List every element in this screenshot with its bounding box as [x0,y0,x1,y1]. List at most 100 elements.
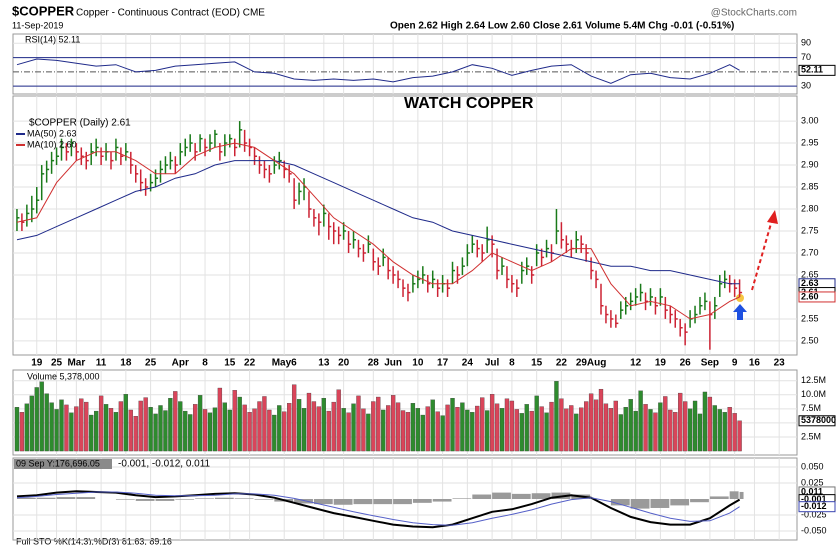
x-tick-label: 10 [412,358,424,369]
volume-bar [504,398,510,452]
series-line [16,58,740,84]
x-tick-label: 17 [437,358,449,369]
volume-bar [301,408,307,452]
volume-bar [658,402,663,452]
x-tick-label: 15 [531,358,543,369]
volume-bar [663,396,668,452]
volume-bar [331,401,336,452]
annotation: WATCH COPPER [404,95,534,112]
volume-bar [311,401,317,452]
volume-bar [712,405,717,452]
volume-bar [207,412,213,452]
volume-bar [19,412,25,452]
date: 11-Sep-2019 [12,20,63,30]
y-tick-label: 10.0M [801,389,826,399]
volume-bar [390,395,396,452]
volume-bar [282,411,287,452]
quote: Open 2.62 High 2.64 Low 2.60 Close 2.61 … [390,21,734,32]
x-tick-label: 22 [244,358,256,369]
volume-bar [237,396,242,452]
y-tick-label: 30 [801,81,811,91]
volume-bar [559,398,564,452]
volume-bar [74,406,79,452]
y-tick-label: 2.5M [801,431,821,441]
value-tag: -0.012 [801,501,827,511]
volume-bar [717,409,722,452]
y-tick-label: 2.95 [801,137,819,147]
volume-bar [722,412,727,452]
volume-bar [381,409,386,452]
y-tick-label: -0.025 [801,509,827,519]
volume-bar [371,401,376,452]
panel-frame [12,95,798,356]
volume-bar [267,409,272,452]
x-tick-label: 19 [655,358,667,369]
volume-bar [98,395,104,452]
volume-bar [277,405,282,452]
volume-bar [34,387,39,452]
y-tick-label: 2.80 [801,203,819,213]
y-tick-label: 2.70 [801,247,819,257]
volume-bar [346,412,351,452]
volume-bar [212,407,218,452]
stochastic-label: Full STO %K(14,3),%D(3) 81.63, 89.16 [16,536,172,545]
histogram-bar [452,498,472,499]
histogram-bar [56,497,76,499]
series-line [16,490,741,529]
volume-bar [222,402,227,452]
volume-bar [588,393,594,452]
volume-bar [272,414,277,452]
volume-bar [519,413,524,452]
volume-bar [539,406,544,452]
volume-bar [287,403,292,452]
panel-frame [12,369,798,456]
histogram-bar [234,498,254,499]
value-tag-box [798,64,836,76]
volume-bar [188,414,193,452]
legend-entry: MA(10) 2.60 [27,139,77,149]
x-tick-label: 16 [749,358,761,369]
value-tag: 5378000 [801,415,836,425]
volume-bar [108,408,114,452]
x-tick-label: 25 [145,358,157,369]
volume-bar [178,401,183,452]
volume-bar [475,405,480,452]
volume-bar [183,410,188,452]
x-tick-label: 25 [51,358,63,369]
volume-bar [133,416,138,452]
volume-bar [163,410,168,452]
volume-bar [262,396,267,452]
x-tick-label: 11 [96,358,107,369]
volume-bar [682,401,688,452]
volume-bar [64,404,69,452]
volume-bar [153,413,158,452]
y-tick-label: 0.025 [801,477,824,487]
source: @StockCharts.com [711,8,797,19]
volume-bar [113,412,119,452]
volume-bar [257,401,262,452]
histogram-bar [195,498,214,499]
histogram-bar [650,499,670,508]
x-tick-label: 12 [630,358,642,369]
volume-bar [192,404,198,452]
value-tag-box [798,415,836,427]
x-tick-label: 24 [462,358,474,369]
volume-bar [94,410,99,452]
volume-bar [737,420,742,452]
volume-bar [455,407,460,452]
volume-bar [326,410,331,452]
volume-bar [356,395,361,452]
y-tick-label: 7.5M [801,403,821,413]
x-tick-label: 15 [224,358,236,369]
volume-bar [84,401,89,452]
volume-bar [316,406,322,452]
x-tick-label: Mar [67,358,85,369]
histogram-bar [36,497,56,499]
volume-bar [598,388,604,452]
volume-bar [638,390,643,452]
value-tag: -0.001 [801,494,827,504]
x-tick-label: 9 [732,358,738,369]
volume-bar [628,399,633,452]
value-tag-box [798,291,836,303]
